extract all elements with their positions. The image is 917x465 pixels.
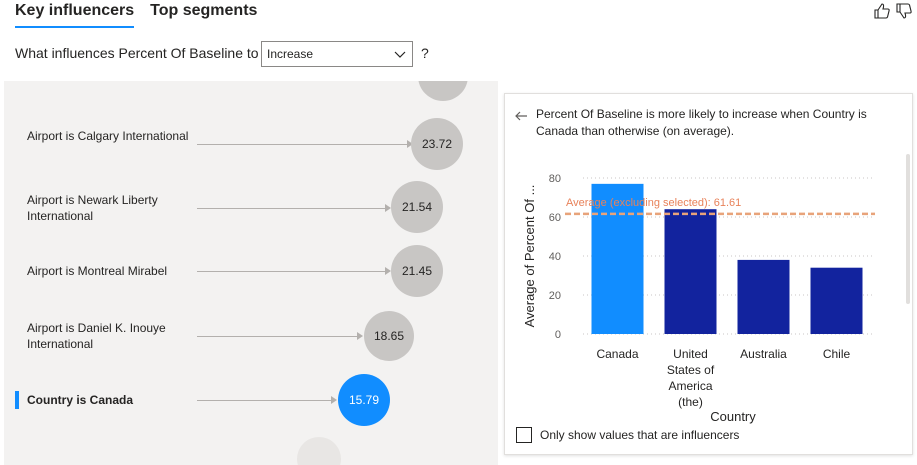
- y-tick-label: 60: [549, 212, 561, 224]
- checkbox-label: Only show values that are influencers: [540, 428, 740, 442]
- influencer-label[interactable]: Airport is Daniel K. Inouye Internationa…: [27, 321, 166, 351]
- question-label: What influences Percent Of Baseline to: [15, 45, 259, 61]
- selected-indicator: [15, 391, 19, 409]
- thumbs-down-icon[interactable]: [895, 2, 913, 20]
- y-tick-label: 40: [549, 251, 561, 263]
- dropdown-value: Increase: [267, 47, 314, 61]
- x-tick-label: United States of America (the): [667, 347, 715, 409]
- influencer-bubble[interactable]: 21.45: [391, 245, 443, 297]
- influencer-bubble[interactable]: 21.54: [391, 181, 443, 233]
- bar: [664, 209, 717, 334]
- x-tick-label: Canada: [596, 347, 638, 361]
- tab-top-segments[interactable]: Top segments: [150, 2, 258, 19]
- influencer-label[interactable]: Country is Canada: [27, 393, 134, 407]
- question-prefix: What influences Percent Of Baseline to: [15, 45, 259, 61]
- x-axis-label: Country: [710, 409, 756, 424]
- influencer-bubble[interactable]: 18.65: [364, 311, 414, 361]
- connector-arrow: [331, 396, 337, 404]
- x-tick-label: Australia: [740, 347, 787, 361]
- tab-bar: Key influencers Top segments: [15, 2, 257, 28]
- help-icon[interactable]: ?: [421, 45, 429, 61]
- connector-line: [197, 336, 357, 337]
- connector-arrow: [407, 140, 413, 148]
- average-label: Average (excluding selected): 61.61: [566, 197, 741, 209]
- y-tick-label: 20: [549, 290, 561, 302]
- x-tick-label: Chile: [823, 347, 851, 361]
- connector-line: [197, 208, 385, 209]
- connector-arrow: [385, 204, 391, 212]
- connector-line: [197, 144, 407, 145]
- influencers-list: Airport is Calgary International 23.72 A…: [4, 81, 498, 465]
- connector-arrow: [385, 267, 391, 275]
- influencer-label[interactable]: Airport is Montreal Mirabel: [27, 264, 168, 278]
- y-tick-label: 80: [549, 173, 561, 185]
- partial-bubble-bottom: [297, 437, 341, 465]
- connector-line: [197, 271, 385, 272]
- y-axis-label: Average of Percent Of ...: [522, 185, 537, 328]
- scrollbar[interactable]: [906, 154, 910, 304]
- influencer-label[interactable]: Airport is Calgary International: [27, 129, 189, 143]
- feedback-buttons: [873, 2, 913, 20]
- bar: [591, 183, 644, 334]
- influencers-only-toggle[interactable]: Only show values that are influencers: [516, 427, 739, 443]
- detail-panel: Percent Of Baseline is more likely to in…: [504, 93, 913, 455]
- influencer-bubble[interactable]: 23.72: [411, 118, 463, 170]
- explanation-text: Percent Of Baseline is more likely to in…: [536, 107, 867, 138]
- influencer-label[interactable]: Airport is Newark Liberty International: [27, 193, 158, 223]
- bar-chart: 0 20 40 60 80 Average of Percent Of ... Canada…: [522, 173, 875, 424]
- tab-key-influencers[interactable]: Key influencers: [15, 2, 135, 28]
- back-arrow-icon[interactable]: [514, 109, 528, 123]
- chevron-down-icon: [394, 51, 406, 58]
- bar: [737, 259, 790, 334]
- connector-line: [197, 400, 331, 401]
- bar: [810, 267, 863, 334]
- direction-dropdown[interactable]: Increase: [261, 41, 413, 67]
- partial-bubble-top: [418, 81, 468, 101]
- checkbox[interactable]: [516, 427, 532, 443]
- influencer-bubble-selected[interactable]: 15.79: [338, 374, 390, 426]
- thumbs-up-icon[interactable]: [873, 2, 891, 20]
- y-tick-label: 0: [555, 329, 561, 341]
- connector-arrow: [357, 332, 363, 340]
